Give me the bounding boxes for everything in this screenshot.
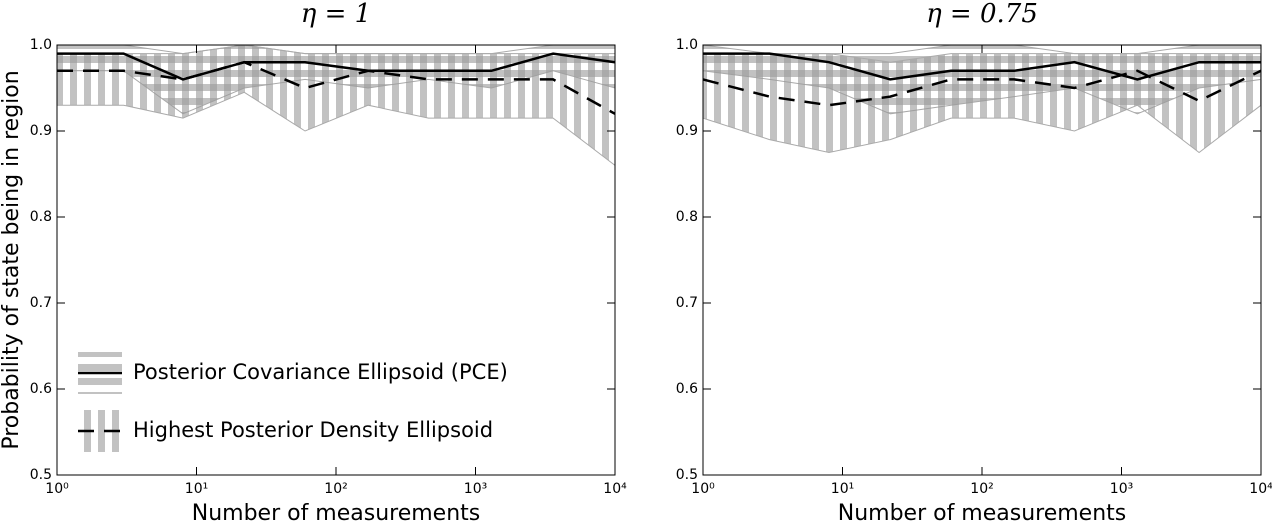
x-axis-label: Number of measurements xyxy=(838,501,1127,525)
series-line xyxy=(702,69,1262,107)
y-tick-label: 0.7 xyxy=(676,295,698,311)
x-tick-label: 10² xyxy=(970,481,993,497)
x-tick-label: 10⁴ xyxy=(1249,481,1272,497)
series-line xyxy=(57,52,616,81)
x-tick-label: 10⁰ xyxy=(45,481,69,497)
legend-label: Highest Posterior Density Ellipsoid xyxy=(133,418,493,442)
x-tick-label: 10³ xyxy=(464,481,487,497)
x-tick-label: 10¹ xyxy=(831,481,854,497)
y-tick-label: 0.7 xyxy=(30,295,52,311)
x-axis-label: Number of measurements xyxy=(192,501,481,525)
chart-title: η = 0.75 xyxy=(926,0,1038,29)
x-tick-label: 10³ xyxy=(1110,481,1133,497)
y-tick-label: 1.0 xyxy=(676,37,698,53)
band xyxy=(56,44,616,167)
y-tick-label: 0.6 xyxy=(30,381,52,397)
y-tick-label: 1.0 xyxy=(30,37,52,53)
x-tick-label: 10¹ xyxy=(185,481,208,497)
series-line xyxy=(57,60,616,115)
chart-title: η = 1 xyxy=(301,0,371,29)
y-tick-label: 0.5 xyxy=(676,467,698,483)
y-tick-label: 0.9 xyxy=(30,123,52,139)
x-tick-label: 10⁰ xyxy=(691,481,715,497)
series-line xyxy=(703,52,1261,81)
x-tick-label: 10² xyxy=(324,481,347,497)
y-tick-label: 0.6 xyxy=(676,381,698,397)
y-axis-label: Probability of state being in region xyxy=(0,70,24,449)
x-tick-label: 10⁴ xyxy=(603,481,627,497)
y-tick-label: 0.5 xyxy=(30,467,52,483)
y-tick-label: 0.8 xyxy=(676,209,698,225)
y-tick-label: 0.8 xyxy=(30,209,52,225)
y-tick-label: 0.9 xyxy=(676,123,698,139)
legend-label: Posterior Covariance Ellipsoid (PCE) xyxy=(133,360,508,384)
